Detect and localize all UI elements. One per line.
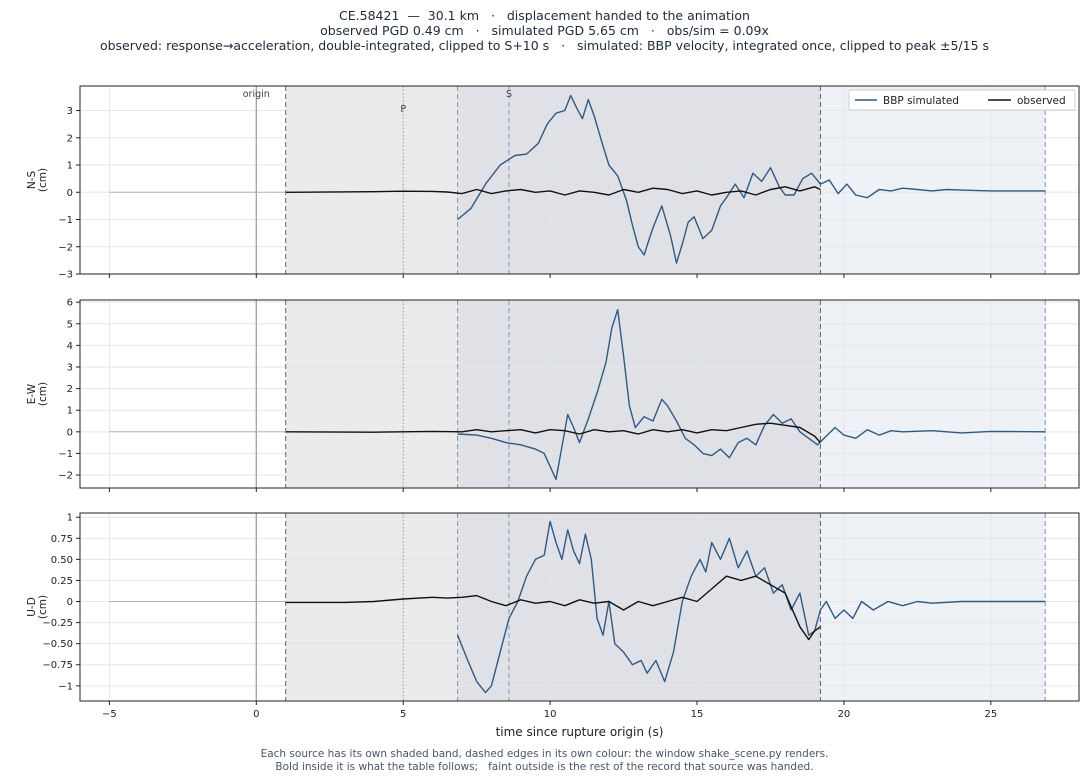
observed-series-line — [285, 575, 821, 641]
observed-series-line — [285, 422, 821, 444]
panel-frame — [79, 85, 1080, 275]
x-axis-label: time since rupture origin (s) — [496, 725, 664, 739]
y-tick-label: 1 — [67, 161, 73, 172]
panel-1: −2 −1 0 1 2 3 4 5 6 E-W(cm) — [26, 298, 1080, 492]
observed-series-line — [285, 186, 821, 196]
y-tick-label: 3 — [67, 362, 73, 373]
y-tick-label: 0 — [67, 427, 73, 438]
observed-window-band — [285, 300, 458, 488]
y-tick-label: −2 — [58, 242, 73, 253]
simulated-window-band — [820, 86, 1046, 274]
x-tick-label: 15 — [691, 709, 704, 720]
y-axis-label: N-S(cm) — [26, 168, 49, 192]
x-tick-label: 25 — [984, 709, 997, 720]
legend-box — [848, 89, 1076, 111]
panel-frame — [79, 512, 1080, 702]
x-tick-label: 20 — [838, 709, 851, 720]
y-tick-label: 3 — [67, 106, 73, 117]
simulated-window-band — [820, 300, 1046, 488]
x-tick-label: 10 — [544, 709, 557, 720]
panel-0: −3 −2 −1 0 1 2 3 N-S(cm) origin P S BBP simulated ob… — [26, 85, 1080, 281]
p-arrival-label: P — [400, 104, 406, 115]
y-tick-label: 1 — [67, 513, 73, 524]
legend: BBP simulated observed — [848, 89, 1076, 111]
y-tick-label: 0.50 — [51, 555, 73, 566]
y-axis-label-line: E-W — [26, 383, 38, 404]
overlap-window-band — [457, 86, 821, 274]
legend-simulated-label: BBP simulated — [883, 95, 959, 107]
x-tick-label: 0 — [253, 709, 259, 720]
y-tick-label: 0.25 — [51, 576, 73, 587]
legend-observed-label: observed — [1017, 95, 1066, 107]
observed-window-band — [285, 513, 458, 701]
y-axis-label-line: U-D — [26, 597, 38, 617]
caption-line-2: Bold inside it is what the table follows… — [275, 761, 814, 773]
y-tick-label: 2 — [67, 133, 73, 144]
panel-frame — [79, 299, 1080, 489]
y-tick-label: 2 — [67, 384, 73, 395]
y-tick-label: −0.75 — [42, 660, 73, 671]
observed-window-band — [285, 86, 458, 274]
y-tick-label: −1 — [58, 681, 73, 692]
simulated-series-line — [457, 94, 1046, 264]
y-tick-label: 4 — [67, 341, 73, 352]
y-tick-label: 5 — [67, 319, 73, 330]
caption-line-1: Each source has its own shaded band, das… — [260, 748, 829, 760]
simulated-series-line — [457, 309, 1046, 481]
chart-title-line-3: observed: response→acceleration, double-… — [99, 38, 990, 53]
y-axis-label-line: (cm) — [37, 382, 49, 406]
y-tick-label: −3 — [58, 270, 73, 281]
x-tick-label: 5 — [400, 709, 406, 720]
y-axis-label-line: N-S — [26, 171, 38, 190]
y-axis-label: U-D(cm) — [26, 595, 49, 619]
y-axis-label-line: (cm) — [37, 595, 49, 619]
y-tick-label: −0.50 — [42, 639, 73, 650]
simulated-window-band — [820, 513, 1046, 701]
y-tick-label: −1 — [58, 449, 73, 460]
chart-title-line-2: observed PGD 0.49 cm · simulated PGD 5.6… — [320, 23, 769, 38]
overlap-window-band — [457, 300, 821, 488]
s-arrival-label: S — [506, 89, 512, 100]
y-tick-label: 0 — [67, 188, 73, 199]
overlap-window-band — [457, 513, 821, 701]
y-tick-label: 1 — [67, 406, 73, 417]
y-tick-label: −0.25 — [42, 618, 73, 629]
y-tick-label: −2 — [58, 471, 73, 482]
simulated-series-line — [456, 520, 1046, 694]
y-tick-label: −1 — [58, 215, 73, 226]
y-tick-label: 0 — [67, 597, 73, 608]
origin-label: origin — [243, 89, 270, 100]
y-axis-label-line: (cm) — [37, 168, 49, 192]
y-tick-label: 0.75 — [51, 534, 73, 545]
x-tick-label: −5 — [102, 709, 117, 720]
panel-2: −1 −0.75 −0.50 −0.25 0 0.25 0.50 0.75 1 U-D(cm) −5… — [26, 512, 1080, 739]
y-axis-label: E-W(cm) — [26, 382, 49, 406]
chart-title-line-1: CE.58421 — 30.1 km · displacement handed… — [339, 8, 750, 23]
y-tick-label: 6 — [67, 298, 73, 309]
